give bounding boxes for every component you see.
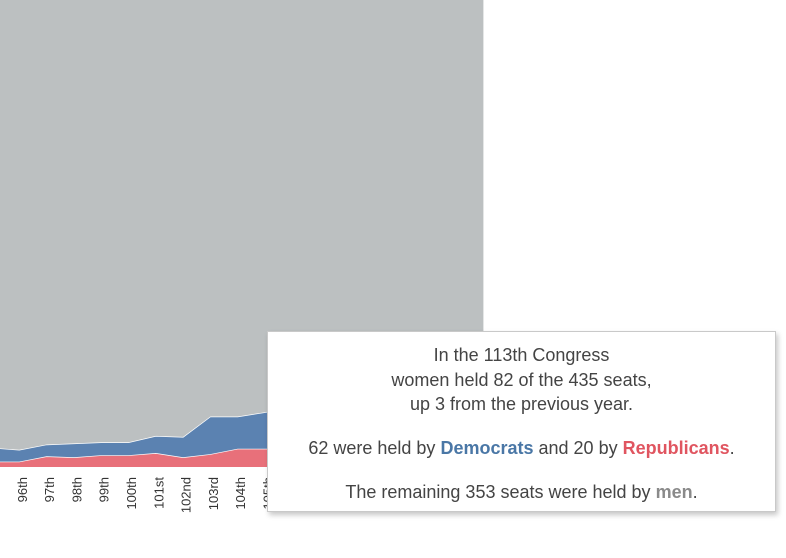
x-tick-label: 98th — [69, 477, 84, 502]
x-tick-label: 101st — [151, 477, 166, 509]
tooltip-dem-prefix: 62 were held by — [308, 437, 436, 458]
tooltip-men-suffix: . — [692, 482, 698, 502]
x-tick-label: 102nd — [179, 477, 194, 513]
men-label: men — [655, 482, 693, 502]
x-tick-label: 104th — [233, 477, 248, 510]
x-tick-label: 95th — [0, 477, 3, 502]
republicans-label: Republicans — [622, 437, 730, 458]
tooltip-line-1: In the 113th Congress — [433, 345, 610, 365]
tooltip-dem-mid: and 20 by — [538, 437, 618, 458]
x-tick-label: 96th — [15, 477, 30, 502]
tooltip-men-prefix: The remaining 353 seats were held by — [345, 482, 651, 502]
x-tick-label: 97th — [42, 477, 57, 502]
tooltip-party-line: 62 were held by Democrats and 20 by Repu… — [268, 436, 775, 461]
tooltip-men-line: The remaining 353 seats were held by men… — [268, 480, 775, 505]
tooltip-113th-congress: In the 113th Congress women held 82 of t… — [267, 331, 776, 512]
x-tick-label: 103rd — [206, 477, 221, 510]
tooltip-line-2: women held 82 of the 435 seats, — [391, 369, 652, 390]
democrats-label: Democrats — [440, 437, 534, 458]
x-tick-label: 99th — [97, 477, 112, 502]
tooltip-line-3: up 3 from the previous year. — [409, 394, 634, 414]
tooltip-dem-suffix: . — [729, 437, 735, 458]
x-tick-label: 100th — [124, 477, 139, 510]
